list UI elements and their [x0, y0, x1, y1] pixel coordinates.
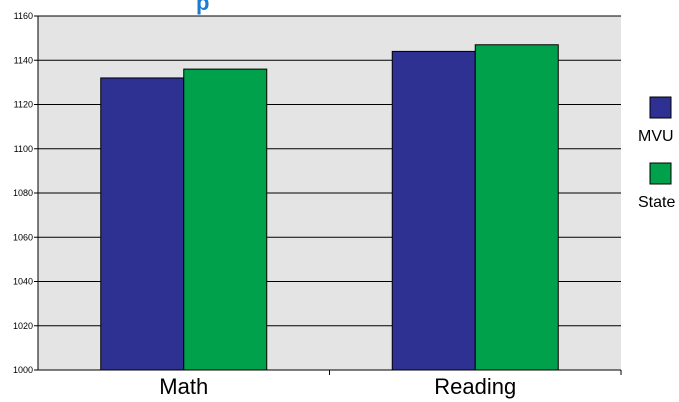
y-tick-label: 1040: [13, 277, 33, 287]
bar-mvu-math: [100, 77, 185, 371]
y-tick-label: 1160: [14, 11, 33, 21]
bar-state-reading: [474, 44, 559, 371]
y-tick-label: 1000: [13, 365, 33, 375]
y-tick-label: 1140: [14, 55, 33, 65]
category-label: Math: [159, 374, 208, 399]
legend-swatch-state: [649, 162, 672, 185]
legend-label-mvu: MVU: [638, 128, 674, 145]
chart-title-fragment: p: [196, 0, 209, 15]
category-label: Reading: [434, 374, 516, 399]
bar-mvu-reading: [391, 50, 476, 371]
bar-state-math: [183, 68, 268, 371]
y-tick-label: 1120: [14, 100, 33, 110]
y-tick-label: 1060: [13, 232, 33, 242]
legend-label-state: State: [638, 194, 675, 211]
y-tick-label: 1100: [14, 144, 33, 154]
legend-swatch-mvu: [649, 96, 672, 119]
y-tick-label: 1020: [13, 321, 33, 331]
y-tick-label: 1080: [13, 188, 33, 198]
